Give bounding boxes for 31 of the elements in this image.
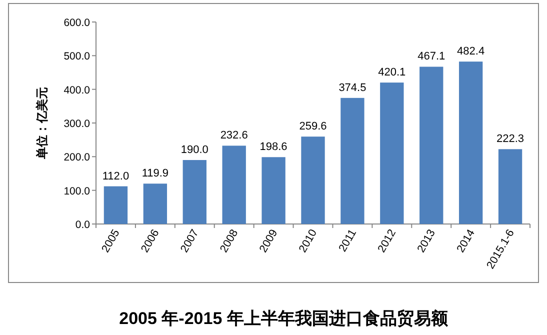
text: 2005 年-2015 年上半年我国进口食品贸易额 xyxy=(119,309,449,328)
bar xyxy=(380,82,404,224)
bar xyxy=(104,186,128,224)
data-label: 112.0 xyxy=(102,170,130,182)
y-tick-label: 200.0 xyxy=(64,152,90,164)
data-label: 259.6 xyxy=(299,120,327,133)
y-tick-label: 400.0 xyxy=(64,84,90,96)
bar xyxy=(340,98,364,224)
data-label: 482.4 xyxy=(457,46,485,58)
bar xyxy=(262,157,286,224)
y-tick-label: 0.0 xyxy=(75,219,90,231)
bar xyxy=(301,136,325,224)
y-tick-label: 300.0 xyxy=(64,118,90,130)
data-label: 222.3 xyxy=(496,133,524,146)
bar xyxy=(458,62,483,224)
bar xyxy=(498,149,522,224)
bar xyxy=(420,66,444,224)
bar xyxy=(222,146,246,224)
data-label: 232.6 xyxy=(220,130,248,142)
data-label: 198.6 xyxy=(260,141,288,154)
y-tick-label: 600.0 xyxy=(64,17,90,29)
y-tick-label: 500.0 xyxy=(64,50,90,63)
bar xyxy=(182,160,206,224)
bar xyxy=(143,184,168,224)
data-label: 420.1 xyxy=(378,66,406,79)
data-label: 119.9 xyxy=(142,168,169,180)
y-axis-title: 单位：亿美元 xyxy=(35,87,49,160)
data-label: 467.1 xyxy=(418,50,446,63)
data-label: 374.5 xyxy=(338,82,366,94)
data-label: 190.0 xyxy=(180,144,208,156)
y-tick-label: 100.0 xyxy=(64,185,90,198)
